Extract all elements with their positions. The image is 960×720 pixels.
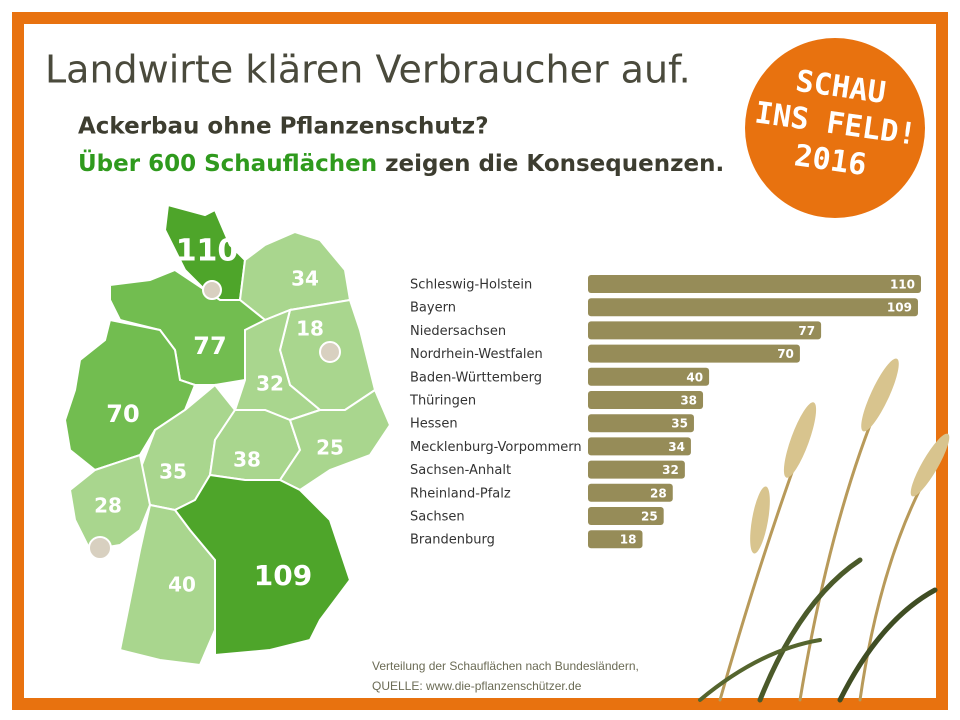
value-label: 32 xyxy=(662,463,679,477)
category-label: Nordrhein-Westfalen xyxy=(410,347,543,362)
value-label: 25 xyxy=(641,510,658,524)
category-label: Niedersachsen xyxy=(410,324,506,339)
category-label: Bayern xyxy=(410,301,456,316)
value-label: 77 xyxy=(798,324,815,338)
map-value: 18 xyxy=(296,317,324,341)
category-label: Mecklenburg-Vorpommern xyxy=(410,440,582,455)
value-label: 34 xyxy=(668,440,685,454)
title: Landwirte klären Verbraucher auf. xyxy=(45,48,691,92)
category-label: Brandenburg xyxy=(410,533,495,548)
region xyxy=(68,453,152,552)
map xyxy=(63,203,392,667)
map-value: 77 xyxy=(193,332,226,360)
category-label: Thüringen xyxy=(409,394,476,409)
value-label: 28 xyxy=(650,486,667,500)
value-label: 40 xyxy=(686,370,703,384)
subtitle: Ackerbau ohne Pflanzenschutz? xyxy=(78,114,489,140)
bar xyxy=(588,460,685,479)
category-label: Baden-Württemberg xyxy=(410,370,542,385)
city-state xyxy=(202,280,222,300)
map-value: 40 xyxy=(168,573,196,597)
subtitle-highlight: Über 600 Schauflächen xyxy=(78,149,377,177)
value-label: 38 xyxy=(680,394,697,408)
map-value: 34 xyxy=(291,267,319,291)
frame xyxy=(12,12,948,710)
map-value: 25 xyxy=(316,436,344,460)
map-value: 32 xyxy=(256,372,284,396)
bar xyxy=(588,483,673,502)
category-label: Sachsen-Anhalt xyxy=(410,463,511,478)
bar xyxy=(588,321,822,340)
category-label: Schleswig-Holstein xyxy=(410,278,532,293)
bar xyxy=(588,414,694,433)
bar xyxy=(588,275,921,293)
map-value: 35 xyxy=(159,460,187,484)
note: Verteilung der Schauflächen nach Bundesl… xyxy=(372,659,639,673)
badge-circle xyxy=(745,38,925,218)
bar xyxy=(588,344,800,363)
subtitle-line: Über 600 Schauflächen zeigen die Konsequ… xyxy=(78,149,724,177)
category-label: Rheinland-Pfalz xyxy=(410,486,511,501)
value-label: 110 xyxy=(890,278,915,292)
value-label: 70 xyxy=(777,347,794,361)
bar xyxy=(588,298,918,317)
subtitle-rest: zeigen die Konsequenzen. xyxy=(377,151,724,177)
bar xyxy=(588,367,710,386)
bar xyxy=(588,437,691,456)
category-label: Hessen xyxy=(410,417,458,432)
badge: SCHAU INS FELD! 2016 xyxy=(745,38,925,218)
city-state xyxy=(88,536,112,560)
map-value: 70 xyxy=(106,400,139,428)
map-value: 28 xyxy=(94,494,122,518)
bar xyxy=(588,391,704,409)
city-state xyxy=(319,341,341,363)
value-label: 35 xyxy=(671,417,688,431)
value-label: 18 xyxy=(620,533,637,547)
map-value: 38 xyxy=(233,448,261,472)
value-label: 109 xyxy=(887,301,912,315)
category-label: Sachsen xyxy=(410,510,465,525)
wheat xyxy=(698,358,950,703)
map-value: 109 xyxy=(254,559,312,592)
note: QUELLE: www.die-pflanzenschützer.de xyxy=(372,679,582,693)
map-value: 110 xyxy=(176,234,239,269)
region xyxy=(173,473,352,657)
region xyxy=(278,388,392,492)
bar xyxy=(588,530,643,549)
bar xyxy=(588,507,664,525)
